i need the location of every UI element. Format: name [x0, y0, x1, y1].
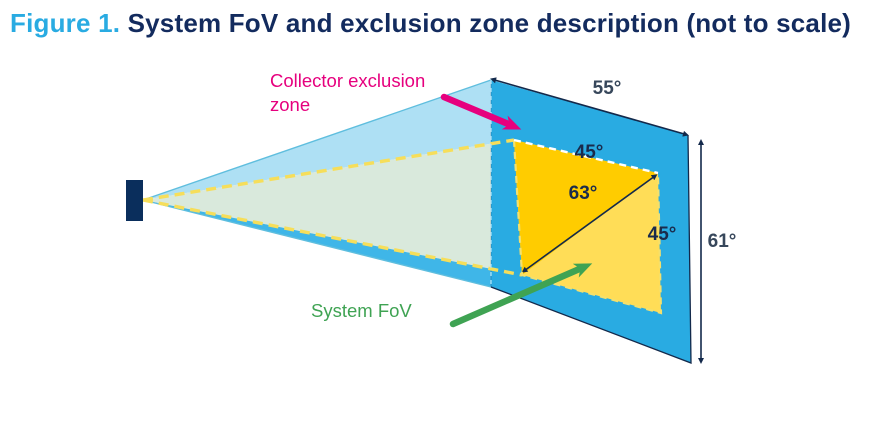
svg-text:45°: 45°: [575, 142, 604, 163]
svg-text:Collector exclusion: Collector exclusion: [270, 70, 425, 91]
svg-text:61°: 61°: [708, 231, 737, 252]
svg-text:55°: 55°: [593, 78, 622, 99]
svg-text:System FoV: System FoV: [311, 300, 412, 321]
svg-text:63°: 63°: [569, 183, 598, 204]
svg-text:zone: zone: [270, 94, 310, 115]
svg-text:45°: 45°: [648, 224, 677, 245]
